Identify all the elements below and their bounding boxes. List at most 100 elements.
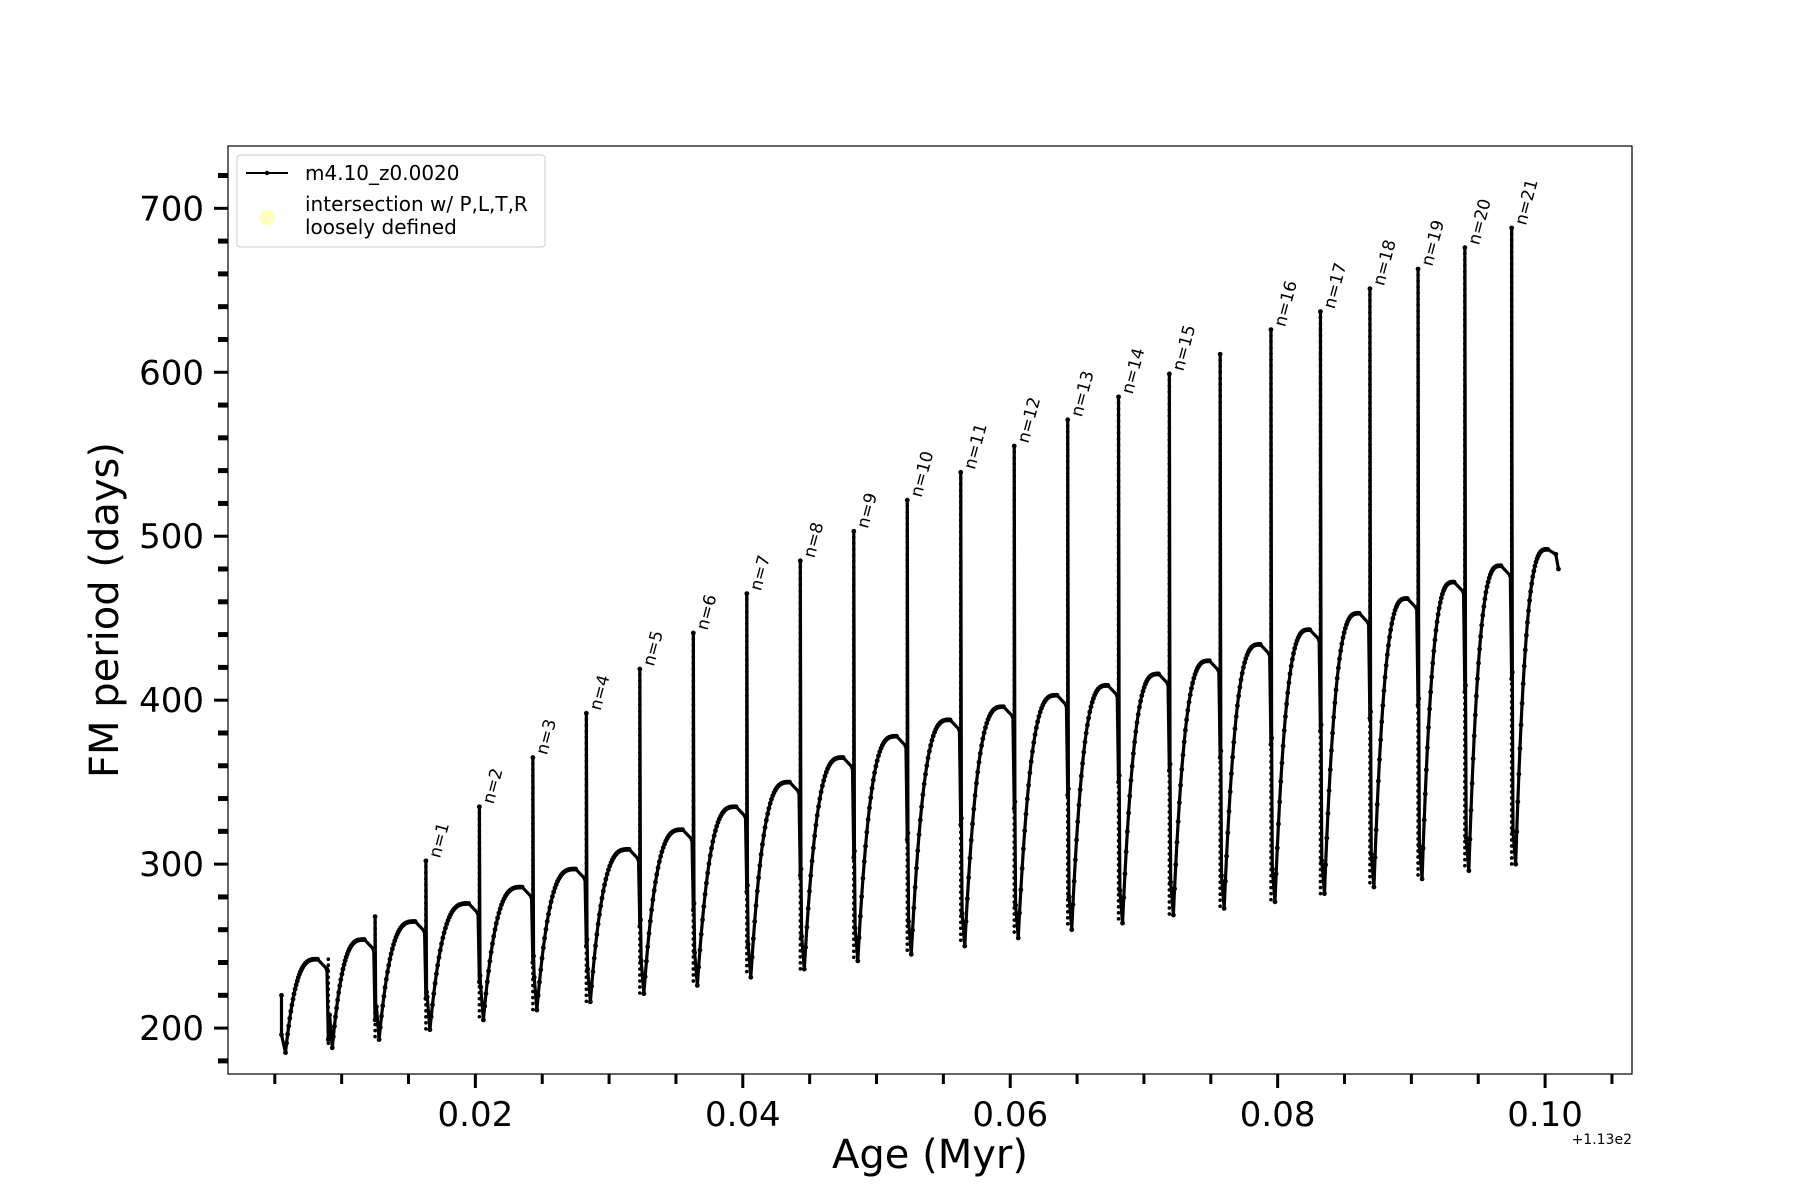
series-marker [851, 949, 856, 954]
series-marker [638, 835, 642, 839]
series-marker [531, 989, 535, 994]
series-marker [1116, 749, 1121, 753]
series-marker [1269, 567, 1273, 572]
series-marker [329, 1045, 335, 1051]
series-marker [905, 858, 910, 862]
series-marker [599, 895, 605, 901]
series-marker [1167, 546, 1172, 550]
series-marker [1167, 582, 1172, 586]
series-marker [1116, 875, 1121, 879]
series-marker [1368, 700, 1372, 705]
series-marker [1218, 406, 1222, 411]
series-marker [1331, 714, 1337, 720]
series-marker [1167, 876, 1172, 880]
series-marker [1217, 755, 1223, 760]
series-marker [1081, 749, 1087, 755]
series-marker [1116, 689, 1121, 693]
series-marker [851, 823, 856, 828]
series-marker [798, 601, 803, 605]
series-marker [1116, 701, 1121, 705]
series-marker [326, 1029, 331, 1034]
series-marker [765, 811, 771, 817]
series-marker [1269, 333, 1273, 338]
series-marker [745, 879, 749, 884]
series-marker [905, 504, 910, 508]
series-marker [1509, 562, 1514, 566]
series-marker [1065, 598, 1070, 602]
series-marker [1277, 799, 1283, 805]
series-marker [914, 865, 919, 871]
series-marker [373, 986, 377, 991]
series-marker [1116, 455, 1121, 459]
series-marker [1218, 862, 1222, 867]
series-marker [745, 663, 749, 668]
series-marker [1509, 436, 1514, 440]
series-marker [1368, 394, 1372, 399]
series-marker [905, 936, 910, 940]
series-marker [638, 781, 642, 785]
series-marker [1368, 598, 1372, 603]
series-marker [1463, 851, 1467, 856]
series-marker [584, 807, 589, 812]
series-marker [851, 769, 856, 774]
series-marker [573, 866, 579, 872]
series-marker [1116, 593, 1121, 597]
series-marker [905, 894, 910, 898]
series-marker [1384, 652, 1390, 658]
series-marker [905, 666, 910, 670]
series-marker [1269, 873, 1273, 878]
series-marker [477, 882, 482, 887]
series-marker [1012, 534, 1017, 538]
series-marker [851, 535, 856, 540]
series-marker [424, 1003, 428, 1007]
series-marker [1269, 819, 1273, 824]
series-marker [1368, 574, 1372, 579]
series-marker [1463, 629, 1467, 634]
series-marker [1022, 828, 1028, 834]
series-marker [1065, 850, 1070, 854]
series-marker [1065, 772, 1070, 776]
series-marker [1318, 375, 1323, 380]
series-marker [1167, 708, 1172, 712]
series-marker [691, 859, 696, 863]
series-marker [958, 722, 963, 727]
series-marker [1269, 411, 1273, 416]
series-marker [1012, 486, 1017, 490]
series-marker [584, 963, 589, 968]
series-marker [1368, 784, 1372, 789]
series-marker [1218, 850, 1222, 855]
series-marker [423, 858, 429, 864]
series-marker [1012, 564, 1017, 568]
series-marker [1416, 423, 1420, 427]
series-marker [1368, 556, 1372, 561]
series-marker [1167, 744, 1172, 748]
series-marker [477, 918, 482, 923]
series-marker [1374, 802, 1380, 807]
series-marker [851, 547, 856, 552]
series-marker [1116, 713, 1121, 717]
series-marker [531, 821, 535, 826]
series-marker [691, 649, 696, 653]
series-marker [477, 906, 482, 911]
series-marker [905, 738, 910, 742]
series-marker [1416, 321, 1420, 325]
series-marker [1509, 796, 1514, 800]
series-marker [691, 805, 696, 809]
series-marker [1463, 827, 1467, 832]
series-marker [1509, 454, 1514, 458]
series-marker [958, 830, 963, 835]
series-marker [1269, 357, 1273, 362]
series-marker [1082, 739, 1088, 745]
series-marker [1318, 405, 1323, 410]
series-marker [1509, 460, 1514, 464]
series-marker [958, 668, 963, 673]
series-marker [1218, 868, 1222, 873]
series-marker [1509, 700, 1514, 704]
series-marker [1167, 774, 1172, 778]
series-marker [1221, 906, 1227, 911]
series-marker [584, 789, 589, 794]
series-marker [691, 691, 696, 695]
series-marker [958, 620, 963, 625]
series-marker [424, 919, 428, 923]
series-marker [386, 962, 392, 968]
